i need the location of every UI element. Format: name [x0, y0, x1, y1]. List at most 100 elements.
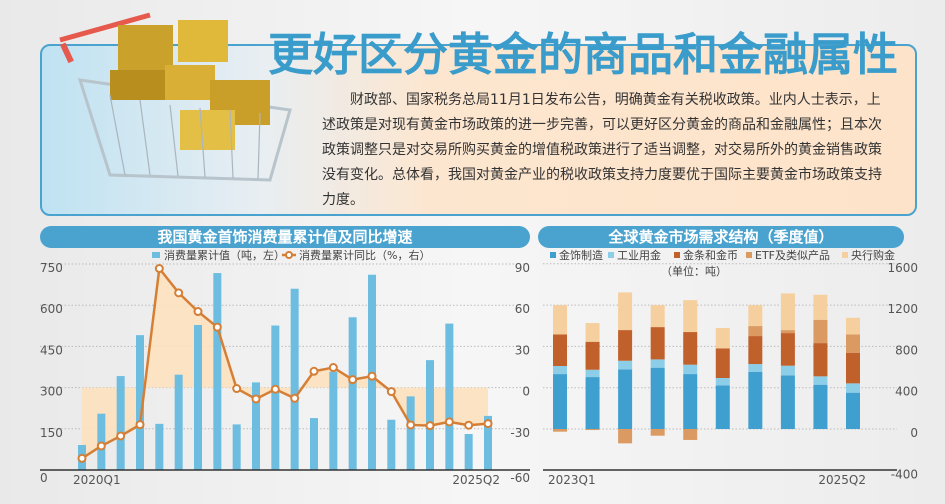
demand-bar-segment [553, 429, 567, 432]
right-axis-tick: 30 [515, 343, 530, 357]
x-label-last: 2025Q2 [452, 473, 500, 487]
consumption-bar [426, 360, 434, 470]
y-axis-tick: 1200 [887, 302, 918, 316]
demand-bar-segment [553, 334, 567, 367]
left-axis-tick: 0 [40, 471, 48, 485]
demand-bar-segment [748, 326, 763, 337]
demand-bar-segment [650, 327, 665, 360]
gold-bars [110, 20, 270, 150]
demand-bar-segment [748, 364, 763, 373]
legend-bar-label: 消费量累计值（吨，左） [164, 248, 285, 262]
demand-bar-segment [813, 384, 828, 429]
legend-swatch [842, 252, 848, 258]
gold-cart-illustration [59, 12, 292, 182]
consumption-bar [310, 418, 318, 470]
demand-bar-segment [780, 333, 795, 366]
yoy-point [483, 419, 493, 429]
demand-bar-segment [715, 377, 730, 386]
legend-label: 金条和金币 [683, 248, 738, 262]
right-axis-tick: 0 [522, 385, 530, 399]
demand-bar-segment [585, 369, 600, 378]
x-label-first: 2020Q1 [73, 473, 121, 487]
consumption-bar [174, 374, 183, 470]
left-axis-tick: 750 [40, 261, 63, 275]
demand-bar-segment [813, 319, 828, 344]
consumption-bar [464, 434, 473, 470]
consumption-bar [329, 371, 338, 470]
yoy-point [386, 387, 396, 397]
yoy-point [328, 363, 338, 373]
demand-bar-segment [780, 365, 795, 376]
yoy-point [309, 366, 319, 376]
yoy-point [174, 288, 184, 298]
demand-bar-segment [780, 375, 795, 429]
cart-handle-bar [59, 12, 151, 43]
demand-bar-segment [715, 328, 730, 349]
legend-line-label: 消费量累计同比（%，右） [299, 248, 430, 262]
legend-swatch [608, 252, 614, 258]
demand-bar-segment [650, 305, 665, 328]
yoy-point [96, 441, 106, 451]
yoy-point [77, 453, 87, 463]
yoy-point [464, 420, 474, 430]
demand-bar-segment [683, 332, 698, 365]
y-axis-tick: 800 [895, 343, 918, 357]
demand-bar-segment [585, 323, 600, 342]
demand-bar-segment [813, 294, 828, 320]
yoy-point [425, 421, 435, 431]
left-chart-title: 我国黄金首饰消费量累计值及同比增速 [40, 226, 530, 248]
demand-bar-segment [748, 372, 763, 429]
demand-bar-segment [715, 385, 730, 429]
legend-swatch [746, 252, 752, 258]
consumption-bar [155, 423, 164, 470]
yoy-point [406, 420, 416, 430]
demand-bar-segment [585, 377, 600, 429]
demand-bar-segment [683, 300, 698, 333]
demand-bar-segment [618, 369, 633, 429]
yoy-point [212, 322, 222, 332]
demand-bar-segment [553, 374, 567, 429]
left-axis-tick: 450 [40, 343, 63, 357]
consumption-bar [406, 396, 415, 470]
demand-bar-segment [618, 360, 633, 370]
demand-bar-segment [748, 336, 763, 365]
x-label-last: 2025Q2 [818, 473, 866, 487]
legend-line-marker [285, 251, 293, 259]
demand-bar-segment [553, 366, 567, 375]
legend-label: 工业用金 [617, 248, 661, 262]
right-axis-tick: -60 [510, 471, 530, 485]
consumption-bar [290, 288, 299, 470]
demand-bar-segment [683, 429, 698, 440]
demand-bar-segment [846, 392, 860, 429]
consumption-bar [252, 382, 260, 470]
demand-bar-segment [846, 317, 860, 335]
y-axis-tick: 1600 [887, 261, 918, 275]
demand-bar-segment [715, 348, 730, 378]
consumption-bar [387, 419, 396, 470]
left-axis-tick: 150 [40, 426, 63, 440]
demand-bar-segment [585, 429, 600, 431]
page-title: 更好区分黄金的商品和金融属性 [262, 18, 905, 83]
yoy-point [251, 394, 261, 404]
demand-bar-segment [683, 374, 698, 429]
demand-bar-segment [846, 334, 860, 353]
left-axis-tick: 300 [40, 385, 63, 399]
consumption-bar [484, 415, 492, 470]
yoy-point [135, 420, 145, 430]
legend-label: 金饰制造 [559, 248, 603, 262]
demand-bar-segment [813, 343, 828, 377]
demand-bar-segment [650, 367, 665, 429]
demand-bar-segment [618, 292, 633, 331]
yoy-point [154, 264, 164, 274]
yoy-point [232, 384, 242, 394]
demand-bar-segment [553, 305, 567, 335]
unit-label: （单位：吨） [661, 264, 727, 278]
legend-swatch [550, 252, 556, 258]
right-chart-title: 全球黄金市场需求结构（季度值） [538, 226, 904, 248]
consumption-bar [194, 324, 202, 470]
yoy-area [82, 268, 488, 459]
x-label-first: 2023Q1 [548, 473, 596, 487]
consumption-bar [116, 376, 125, 470]
yoy-point [348, 375, 358, 385]
consumption-bar [445, 323, 454, 470]
